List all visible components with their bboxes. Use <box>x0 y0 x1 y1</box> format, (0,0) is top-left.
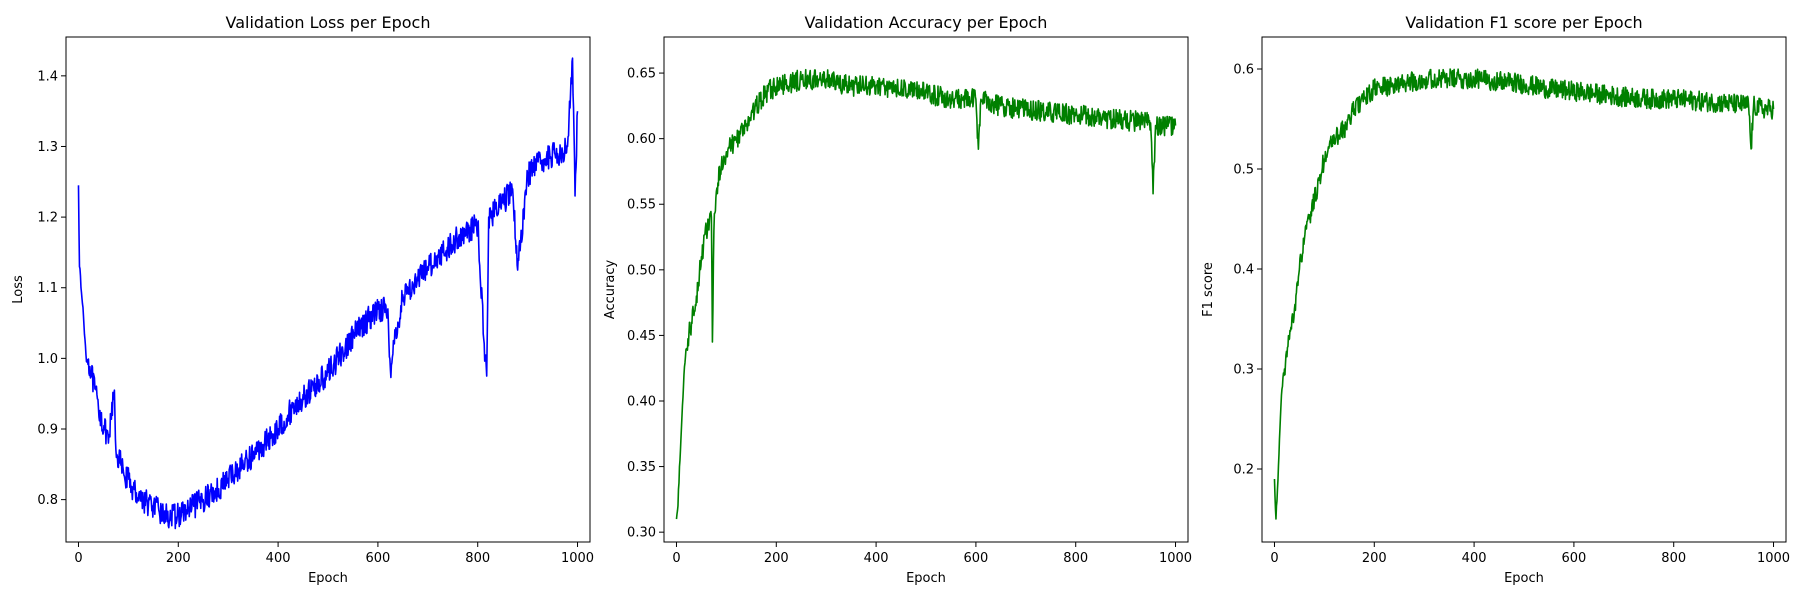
y-tick-label: 0.60 <box>627 132 656 147</box>
x-tick-label: 800 <box>465 551 490 566</box>
x-tick-label: 600 <box>1561 551 1586 566</box>
y-tick-label: 0.45 <box>627 329 656 344</box>
plot-frame <box>663 36 1189 543</box>
x-tick-label: 600 <box>963 551 988 566</box>
y-tick-label: 1.4 <box>37 69 58 84</box>
x-tick-label: 400 <box>1462 551 1487 566</box>
x-tick-label: 0 <box>74 551 82 566</box>
y-tick-label: 0.4 <box>1233 263 1254 278</box>
y-tick-label: 0.2 <box>1233 463 1254 478</box>
x-tick-label: 200 <box>166 551 191 566</box>
x-tick-label: 200 <box>1362 551 1387 566</box>
chart-title: Validation Accuracy per Epoch <box>805 13 1048 32</box>
x-axis-label: Epoch <box>308 571 348 586</box>
series-line <box>77 57 579 530</box>
y-axis-label: Accuracy <box>603 260 618 320</box>
y-tick-label: 0.30 <box>627 526 656 541</box>
chart-panel-2: Validation Accuracy per Epoch 0 200 400 600 8… <box>603 13 1192 586</box>
y-axis-label: F1 score <box>1201 262 1216 317</box>
y-tick-label: 0.5 <box>1233 163 1254 178</box>
chart-title: Validation F1 score per Epoch <box>1405 13 1642 32</box>
x-tick-label: 800 <box>1063 551 1088 566</box>
y-tick-label: 0.3 <box>1233 363 1254 378</box>
chart-panel-1: Validation Loss per Epoch 0 200 400 600 800 10… <box>11 13 594 586</box>
x-tick-label: 600 <box>365 551 390 566</box>
x-tick-label: 800 <box>1661 551 1686 566</box>
y-tick-label: 0.9 <box>37 422 58 437</box>
x-tick-label: 400 <box>266 551 291 566</box>
y-tick-label: 1.0 <box>37 352 58 367</box>
x-tick-label: 0 <box>1270 551 1278 566</box>
chart-panel-3: Validation F1 score per Epoch 0 200 400 600 8… <box>1201 13 1790 586</box>
y-tick-label: 1.3 <box>37 140 58 155</box>
y-tick-label: 0.35 <box>627 460 656 475</box>
plot-frame <box>1261 36 1787 543</box>
plot-frame <box>65 36 591 543</box>
y-tick-label: 0.40 <box>627 394 656 409</box>
y-tick-label: 0.50 <box>627 263 656 278</box>
chart-title: Validation Loss per Epoch <box>226 13 431 32</box>
x-axis-label: Epoch <box>1504 571 1544 586</box>
x-tick-label: 1000 <box>1757 551 1790 566</box>
y-tick-label: 1.1 <box>37 281 58 296</box>
x-tick-label: 1000 <box>1159 551 1192 566</box>
y-tick-label: 0.8 <box>37 493 58 508</box>
y-tick-label: 0.55 <box>627 198 656 213</box>
y-tick-label: 1.2 <box>37 211 58 226</box>
series-line <box>1273 68 1775 520</box>
x-tick-label: 1000 <box>561 551 594 566</box>
y-tick-label: 0.65 <box>627 67 656 82</box>
series-line <box>675 68 1177 520</box>
y-tick-label: 0.6 <box>1233 63 1254 78</box>
x-tick-label: 200 <box>764 551 789 566</box>
x-tick-label: 0 <box>672 551 680 566</box>
x-tick-label: 400 <box>864 551 889 566</box>
x-axis-label: Epoch <box>906 571 946 586</box>
y-axis-label: Loss <box>11 275 26 304</box>
